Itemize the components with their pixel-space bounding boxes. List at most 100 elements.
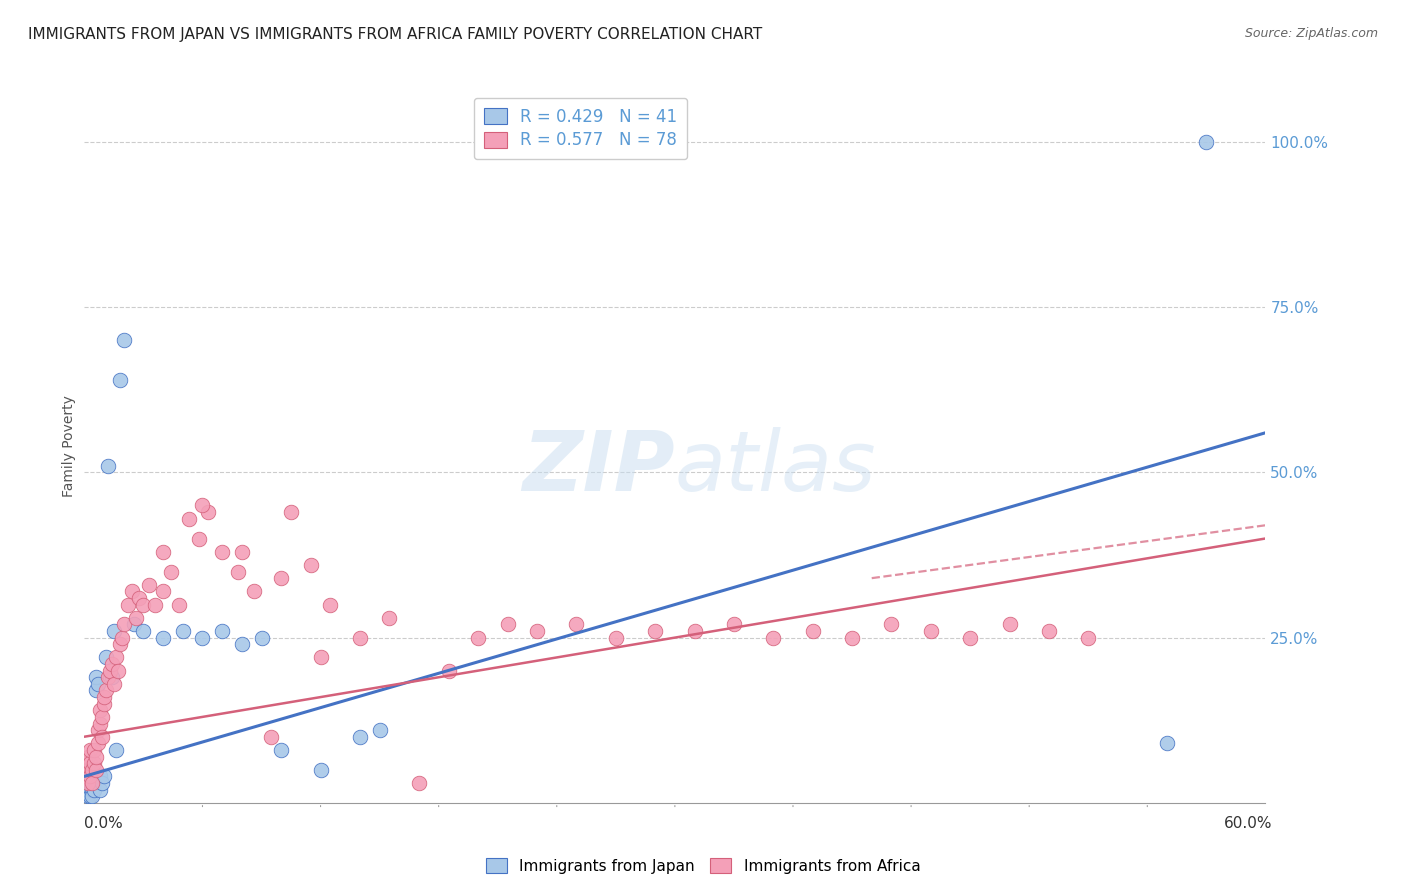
- Point: [82, 782, 104, 797]
- Point: [177, 511, 200, 525]
- Point: [172, 624, 194, 638]
- Point: [121, 584, 143, 599]
- Point: [122, 617, 145, 632]
- Point: [160, 565, 183, 579]
- Point: [231, 545, 253, 559]
- Point: [1077, 631, 1099, 645]
- Point: [683, 624, 706, 638]
- Point: [299, 558, 322, 572]
- Point: [82, 789, 104, 804]
- Point: [242, 584, 264, 599]
- Text: 60.0%: 60.0%: [1225, 816, 1272, 831]
- Point: [103, 677, 125, 691]
- Point: [84, 763, 107, 777]
- Point: [644, 624, 666, 638]
- Point: [565, 617, 588, 632]
- Point: [94, 683, 117, 698]
- Point: [152, 631, 174, 645]
- Point: [75, 776, 97, 790]
- Point: [309, 763, 332, 777]
- Point: [101, 657, 124, 671]
- Point: [104, 650, 127, 665]
- Point: [103, 624, 125, 638]
- Point: [270, 571, 292, 585]
- Point: [152, 584, 174, 599]
- Point: [84, 683, 107, 698]
- Point: [83, 776, 105, 790]
- Point: [231, 637, 253, 651]
- Text: atlas: atlas: [675, 427, 876, 508]
- Point: [97, 458, 120, 473]
- Point: [82, 763, 104, 777]
- Point: [112, 617, 135, 632]
- Point: [93, 769, 115, 783]
- Point: [91, 710, 114, 724]
- Point: [111, 631, 134, 645]
- Point: [124, 611, 146, 625]
- Text: ZIP: ZIP: [522, 427, 675, 508]
- Point: [79, 776, 101, 790]
- Point: [191, 499, 214, 513]
- Point: [91, 730, 114, 744]
- Point: [920, 624, 942, 638]
- Point: [349, 730, 371, 744]
- Point: [79, 769, 101, 783]
- Point: [89, 782, 111, 797]
- Point: [128, 591, 150, 605]
- Point: [496, 617, 519, 632]
- Y-axis label: Family Poverty: Family Poverty: [62, 395, 76, 497]
- Point: [998, 617, 1021, 632]
- Point: [77, 749, 100, 764]
- Point: [77, 782, 100, 797]
- Point: [167, 598, 190, 612]
- Point: [880, 617, 903, 632]
- Point: [97, 670, 120, 684]
- Point: [77, 789, 100, 804]
- Point: [89, 769, 111, 783]
- Point: [368, 723, 391, 738]
- Point: [197, 505, 219, 519]
- Point: [89, 703, 111, 717]
- Point: [83, 756, 105, 771]
- Point: [104, 743, 127, 757]
- Point: [408, 776, 430, 790]
- Point: [841, 631, 863, 645]
- Point: [77, 776, 100, 790]
- Point: [152, 545, 174, 559]
- Point: [117, 598, 139, 612]
- Point: [138, 578, 160, 592]
- Point: [87, 736, 110, 750]
- Point: [250, 631, 273, 645]
- Point: [83, 782, 105, 797]
- Point: [82, 776, 104, 790]
- Point: [75, 756, 97, 771]
- Point: [526, 624, 548, 638]
- Point: [75, 769, 97, 783]
- Point: [349, 631, 371, 645]
- Point: [211, 624, 233, 638]
- Point: [280, 505, 302, 519]
- Point: [89, 716, 111, 731]
- Point: [211, 545, 233, 559]
- Point: [226, 565, 249, 579]
- Point: [87, 677, 110, 691]
- Point: [605, 631, 627, 645]
- Point: [84, 670, 107, 684]
- Point: [260, 730, 283, 744]
- Point: [319, 598, 342, 612]
- Point: [93, 697, 115, 711]
- Point: [79, 743, 101, 757]
- Point: [79, 763, 101, 777]
- Point: [79, 789, 101, 804]
- Point: [79, 756, 101, 771]
- Point: [91, 776, 114, 790]
- Point: [437, 664, 460, 678]
- Point: [1195, 135, 1218, 149]
- Point: [1038, 624, 1060, 638]
- Legend: R = 0.429   N = 41, R = 0.577   N = 78: R = 0.429 N = 41, R = 0.577 N = 78: [474, 97, 688, 160]
- Point: [84, 749, 107, 764]
- Point: [132, 624, 155, 638]
- Point: [132, 598, 155, 612]
- Point: [801, 624, 824, 638]
- Point: [107, 664, 129, 678]
